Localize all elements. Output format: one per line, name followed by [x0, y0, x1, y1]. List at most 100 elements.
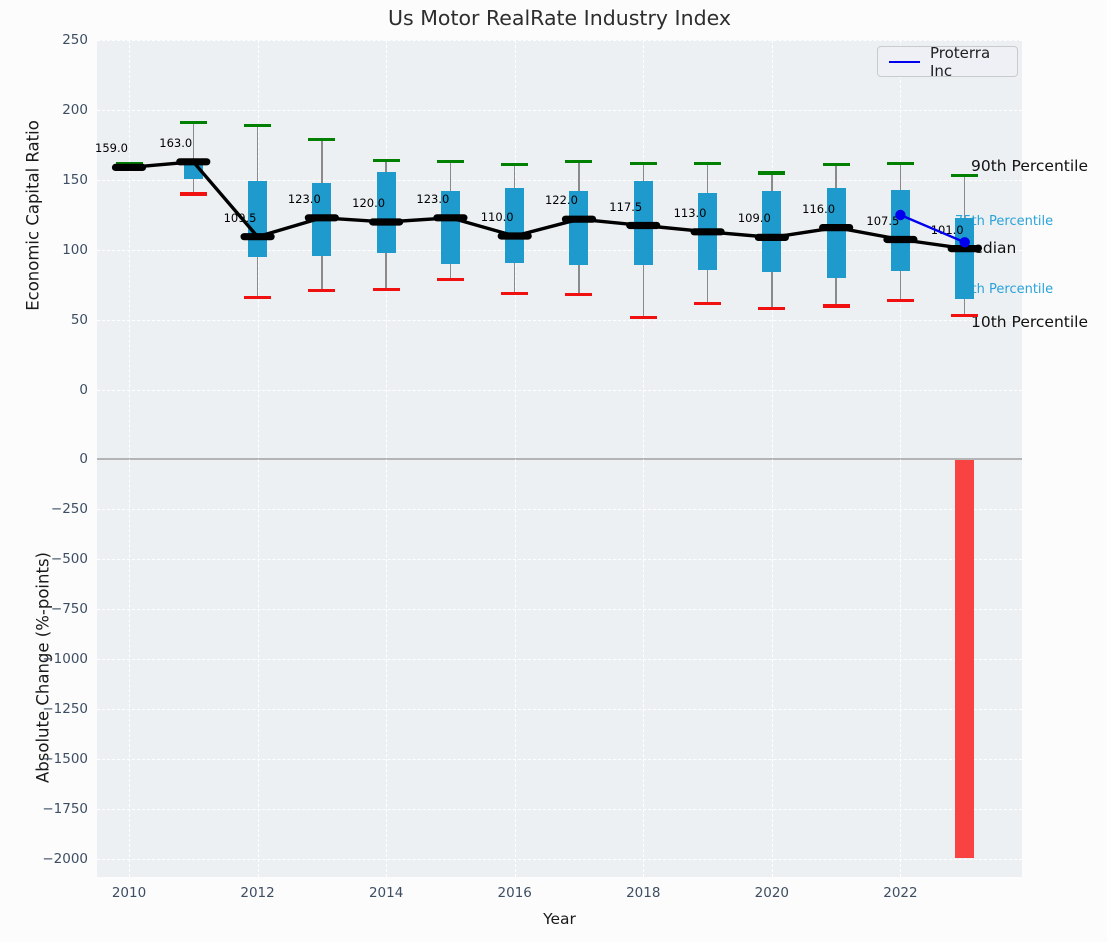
median-value-label-2020: 109.0	[737, 211, 771, 226]
median-value-label-2012: 109.5	[223, 210, 257, 225]
y-gridline-top	[97, 40, 1022, 41]
iqr-box-2018	[633, 181, 653, 266]
iqr-box-2022	[890, 189, 910, 271]
cap-10th-2012	[244, 296, 272, 300]
cap-10th-2014	[372, 287, 400, 291]
x-gridline	[771, 40, 773, 877]
annotation-75th-percentile: 75th Percentile	[955, 214, 1054, 229]
x-axis-label: Year	[543, 910, 576, 928]
median-value-label-2013: 123.0	[287, 191, 321, 206]
median-value-label-2010: 159.0	[95, 141, 128, 156]
annotation-10th-percentile: 10th Percentile	[971, 313, 1089, 331]
y-gridline-bottom	[97, 509, 1022, 510]
y-gridline-bottom	[97, 709, 1022, 710]
y-gridline-bottom	[97, 859, 1022, 860]
legend-label: Proterra Inc	[929, 43, 991, 80]
iqr-box-2020	[762, 191, 782, 273]
iqr-box-2011	[183, 163, 203, 179]
median-value-label-2022: 107.5	[866, 213, 900, 228]
iqr-box-2014	[376, 171, 396, 253]
chart-title: Us Motor RealRate Industry Index	[388, 6, 731, 30]
median-value-label-2023: 101.0	[930, 222, 964, 237]
median-value-label-2021: 116.0	[802, 201, 836, 216]
median-value-label-2017: 122.0	[544, 193, 578, 208]
y-tick-label-bottom: −500	[50, 551, 88, 567]
y-gridline-bottom	[97, 759, 1022, 760]
whisker-2011	[192, 122, 194, 194]
x-tick-label: 2020	[754, 885, 790, 901]
median-value-label-2016: 110.0	[480, 210, 514, 224]
cap-90th-2011	[179, 121, 207, 125]
zero-axhline	[97, 458, 1022, 460]
y-gridline-top	[97, 390, 1022, 391]
cap-90th-2021	[822, 163, 850, 167]
cap-90th-2019	[694, 161, 722, 165]
y-tick-label-bottom: −1000	[42, 651, 88, 667]
cap-10th-2010	[115, 167, 143, 171]
cap-90th-2023	[951, 174, 979, 178]
median-value-label-2015: 123.0	[416, 191, 450, 206]
cap-10th-2022	[886, 298, 914, 302]
x-tick-label: 2016	[497, 885, 532, 901]
y-tick-label-bottom: −2000	[42, 851, 88, 867]
x-gridline	[129, 40, 130, 877]
x-gridline	[257, 40, 259, 877]
cap-90th-2020	[758, 171, 786, 175]
y-gridline-top	[97, 250, 1022, 251]
y-tick-label-top: 100	[62, 242, 88, 258]
cap-90th-2010	[115, 161, 143, 165]
cap-10th-2021	[822, 304, 850, 308]
x-tick-label: 2014	[368, 885, 404, 901]
y-tick-label-bottom: −1250	[42, 701, 88, 717]
y-tick-label-bottom: 0	[79, 451, 88, 467]
cap-10th-2013	[308, 289, 336, 293]
x-tick-label: 2018	[626, 885, 661, 901]
cap-10th-2017	[565, 293, 593, 297]
cap-10th-2018	[629, 315, 657, 319]
cap-90th-2013	[308, 137, 336, 141]
y-gridline-bottom	[97, 609, 1022, 610]
y-tick-label-top: 250	[62, 32, 88, 48]
y-gridline-bottom	[97, 659, 1022, 660]
annotation-90th-percentile: 90th Percentile	[971, 157, 1089, 175]
y-tick-label-bottom: −1750	[42, 801, 88, 817]
legend-line-swatch	[889, 60, 920, 63]
cap-10th-2020	[758, 307, 786, 311]
x-tick-label: 2022	[883, 885, 918, 901]
cap-10th-2023	[951, 314, 979, 318]
cap-90th-2017	[565, 160, 593, 164]
cap-90th-2012	[244, 123, 272, 127]
annotation-25th-percentile: 25th Percentile	[955, 282, 1054, 297]
y-gridline-bottom	[97, 559, 1022, 560]
y-tick-label-top: 50	[70, 312, 88, 328]
y-tick-label-top: 0	[79, 382, 88, 398]
y-tick-label-bottom: −750	[50, 601, 88, 617]
cap-10th-2015	[436, 277, 464, 281]
change-bar-2023	[955, 459, 975, 858]
cap-90th-2014	[372, 158, 400, 162]
cap-90th-2022	[886, 161, 914, 165]
cap-10th-2016	[501, 291, 529, 295]
x-gridline	[514, 40, 516, 877]
x-gridline	[643, 40, 645, 877]
y-gridline-top	[97, 180, 1022, 181]
cap-10th-2011	[179, 192, 207, 196]
legend: Proterra Inc	[877, 43, 1018, 80]
x-gridline	[900, 40, 902, 877]
cap-10th-2019	[694, 301, 722, 305]
y-tick-label-top: 200	[62, 102, 88, 118]
y-tick-label-top: 150	[62, 172, 88, 188]
median-value-label-2014: 120.0	[352, 196, 386, 210]
iqr-box-2019	[698, 192, 718, 270]
median-value-label-2018: 117.5	[609, 199, 643, 214]
x-gridline	[386, 40, 388, 877]
y-tick-label-bottom: −250	[50, 501, 88, 517]
median-value-label-2011: 163.0	[159, 135, 193, 150]
y-tick-label-bottom: −1500	[42, 751, 88, 767]
cap-90th-2016	[501, 163, 529, 167]
median-value-label-2019: 113.0	[673, 205, 707, 220]
y-axis-label-top: Economic Capital Ratio	[23, 120, 43, 311]
y-gridline-top	[97, 110, 1022, 111]
y-gridline-top	[97, 320, 1022, 321]
